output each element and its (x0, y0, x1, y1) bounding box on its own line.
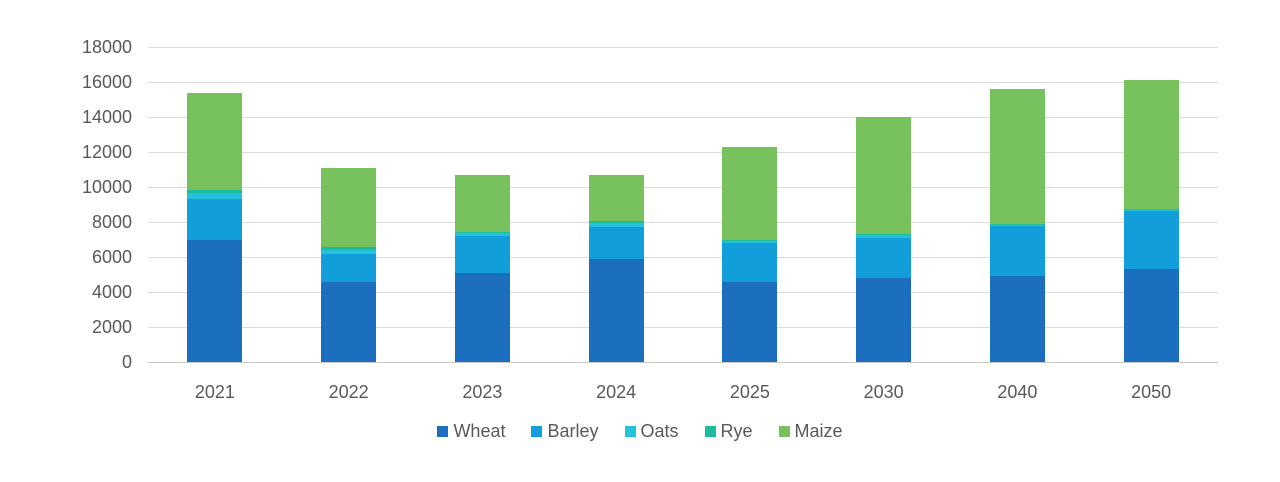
bar-segment-rye-2040 (989, 224, 1045, 225)
bar-segment-wheat-2021 (187, 239, 243, 362)
bar-segment-barley-2050 (1123, 210, 1179, 270)
bar-segment-wheat-2024 (588, 258, 644, 362)
bar-segment-oats-2030 (856, 235, 912, 238)
gridline-y-0 (148, 362, 1218, 363)
gridline-y-2000 (148, 327, 1218, 328)
bar-segment-barley-2025 (722, 243, 778, 282)
x-axis-tick-label-2023: 2023 (462, 382, 503, 402)
legend-item-barley: Barley (531, 421, 599, 441)
bar-segment-maize-2023 (454, 174, 510, 232)
bar-segment-oats-2022 (321, 250, 377, 254)
legend-label-barley: Barley (547, 421, 599, 441)
bar-segment-maize-2021 (187, 92, 243, 190)
bar-segment-rye-2023 (454, 231, 510, 233)
y-axis-tick-label: 8000 (91, 212, 132, 232)
bar-segment-wheat-2023 (454, 272, 510, 362)
gridline-y-6000 (148, 257, 1218, 258)
legend-label-oats: Oats (640, 421, 679, 441)
x-axis-tick-label-2022: 2022 (328, 382, 369, 402)
bar-segment-rye-2022 (321, 246, 377, 250)
bar-segment-barley-2022 (321, 253, 377, 282)
bar-segment-maize-2022 (321, 167, 377, 247)
legend-swatch-rye-icon (704, 425, 716, 437)
x-axis-tick-label-2040: 2040 (997, 382, 1038, 402)
y-axis-tick-label: 6000 (91, 247, 132, 267)
bar-segment-oats-2024 (588, 222, 644, 228)
bar-segment-barley-2040 (989, 225, 1045, 277)
y-axis-tick-label: 0 (121, 352, 132, 372)
legend-item-maize: Maize (778, 421, 843, 441)
bar-segment-wheat-2030 (856, 278, 912, 362)
x-axis-tick-label-2025: 2025 (729, 382, 770, 402)
gridline-y-12000 (148, 152, 1218, 153)
legend-item-rye: Rye (704, 421, 753, 441)
x-axis-tick-label-2030: 2030 (863, 382, 904, 402)
bar-segment-wheat-2022 (321, 281, 377, 362)
bar-segment-barley-2021 (187, 199, 243, 240)
bar-segment-rye-2025 (722, 239, 778, 241)
legend-label-maize: Maize (794, 421, 843, 441)
bar-segment-oats-2025 (722, 240, 778, 243)
x-axis-tick-label-2024: 2024 (596, 382, 637, 402)
legend-item-wheat: Wheat (437, 421, 505, 441)
gridline-y-10000 (148, 187, 1218, 188)
bar-segment-wheat-2040 (989, 276, 1045, 362)
bar-segment-oats-2021 (187, 193, 243, 200)
bar-segment-rye-2050 (1123, 209, 1179, 210)
bar-segment-rye-2021 (187, 189, 243, 194)
legend-swatch-maize-icon (778, 425, 790, 437)
gridline-y-14000 (148, 117, 1218, 118)
gridline-y-18000 (148, 47, 1218, 48)
legend-item-oats: Oats (624, 421, 679, 441)
y-axis-tick-label: 18000 (81, 37, 132, 57)
gridline-y-8000 (148, 222, 1218, 223)
x-axis-tick-label-2021: 2021 (194, 382, 235, 402)
legend-swatch-wheat-icon (437, 425, 449, 437)
legend: Wheat Barley Oats Rye Maize (0, 421, 1280, 441)
bar-segment-oats-2023 (454, 232, 510, 236)
bar-segment-maize-2024 (588, 174, 644, 222)
y-axis-tick-label: 2000 (91, 317, 132, 337)
x-axis-tick-label-2050: 2050 (1131, 382, 1172, 402)
bar-segment-maize-2025 (722, 146, 778, 240)
bar-segment-maize-2040 (989, 89, 1045, 225)
y-axis-tick-label: 10000 (81, 177, 132, 197)
bar-segment-wheat-2050 (1123, 269, 1179, 362)
y-axis-tick-label: 14000 (81, 107, 132, 127)
bar-segment-barley-2030 (856, 237, 912, 278)
bar-segment-wheat-2025 (722, 281, 778, 362)
legend-swatch-barley-icon (531, 425, 543, 437)
y-axis-tick-label: 16000 (81, 72, 132, 92)
y-axis-tick-label: 12000 (81, 142, 132, 162)
bar-segment-oats-2040 (989, 224, 1045, 226)
bar-segment-maize-2050 (1123, 80, 1179, 210)
bar-segment-rye-2030 (856, 234, 912, 236)
bar-segment-barley-2023 (454, 236, 510, 273)
bar-segment-rye-2024 (588, 221, 644, 223)
bar-segment-oats-2050 (1123, 209, 1179, 211)
legend-label-wheat: Wheat (453, 421, 506, 441)
bar-segment-barley-2024 (588, 227, 644, 259)
y-axis-tick-label: 4000 (91, 282, 132, 302)
gridline-y-16000 (148, 82, 1218, 83)
legend-label-rye: Rye (720, 421, 753, 441)
legend-swatch-oats-icon (624, 425, 636, 437)
bar-segment-maize-2030 (856, 117, 912, 235)
gridline-y-4000 (148, 292, 1218, 293)
